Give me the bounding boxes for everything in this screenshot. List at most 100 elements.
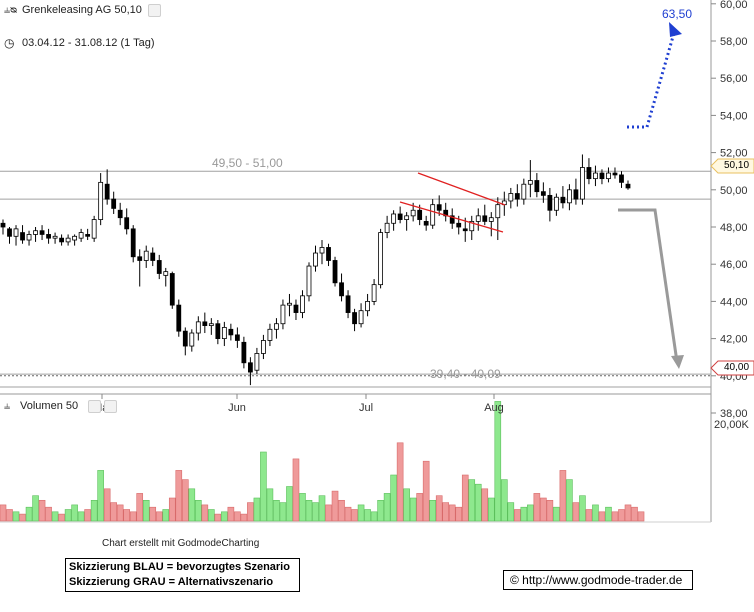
target-label: 63,50 (662, 7, 693, 21)
candle-body (332, 260, 338, 284)
volume-bar (325, 504, 332, 522)
candle (85, 228, 91, 241)
volume-bar (507, 502, 515, 522)
candle-body (482, 215, 488, 222)
volume-bar (51, 511, 59, 522)
volume-bar (631, 506, 638, 522)
volume-bar (527, 504, 534, 522)
volume-bar (396, 442, 404, 522)
candle-body (462, 228, 468, 232)
candle-body (234, 334, 240, 341)
y-tick-label: 58,00 (720, 36, 748, 48)
candle (7, 227, 12, 244)
x-tick-label: Jun (228, 402, 246, 414)
candle (332, 256, 338, 287)
volume-bar (97, 470, 104, 522)
candle (280, 299, 286, 330)
volume-bar (435, 495, 443, 522)
candle-body (306, 265, 312, 297)
candle (319, 240, 325, 265)
candle (261, 334, 266, 360)
candle-body (300, 295, 305, 313)
y-tick-label: 54,00 (720, 110, 748, 122)
volume-bar (364, 509, 371, 522)
candle-body (417, 209, 423, 220)
volume-bar (175, 470, 183, 522)
candle (98, 173, 104, 226)
chart-icon: ⫨ᴓ (4, 4, 17, 16)
candle-body (208, 323, 214, 326)
candle (358, 303, 364, 328)
volume-bar (403, 488, 410, 522)
candle (202, 312, 208, 334)
candle (540, 182, 546, 203)
last-price-tag (710, 158, 754, 174)
volume-bar (553, 506, 560, 522)
candle (13, 225, 19, 246)
candle-body (326, 247, 331, 261)
volume-bar (214, 513, 222, 522)
candle-body (137, 256, 143, 261)
candle (176, 299, 182, 337)
volume-bar (266, 488, 274, 522)
volume-bar (240, 513, 248, 522)
candle (130, 225, 136, 263)
grey-scenario-arrow (618, 208, 679, 363)
blue-arrow-head (669, 22, 682, 37)
candle-body (20, 232, 25, 241)
candle (91, 215, 97, 242)
candle (625, 180, 631, 190)
y-tick-label: 44,00 (720, 296, 748, 308)
candle-body (540, 191, 546, 196)
candle (59, 234, 64, 246)
y-tick-label: 38,00 (720, 408, 748, 420)
source-url[interactable]: © http://www.godmode-trader.de (503, 570, 693, 590)
volume-bar (253, 497, 261, 522)
volume-bar (6, 509, 13, 522)
candle (404, 212, 410, 231)
volume-icon: ⫨ (4, 400, 11, 412)
candle-body (619, 174, 624, 183)
candle (143, 245, 149, 268)
candle (46, 228, 51, 244)
volume-bar (481, 488, 489, 522)
candle (423, 215, 429, 231)
volume-bar (383, 493, 391, 522)
candle (267, 323, 273, 347)
candle (52, 232, 58, 244)
volume-bar (77, 511, 85, 522)
candle (150, 247, 156, 267)
volume-bar (559, 470, 567, 522)
candle (391, 210, 397, 231)
candle-body (508, 193, 514, 202)
volume-bar (585, 509, 593, 522)
volume-bar (520, 506, 528, 522)
volume-bar (546, 499, 554, 522)
candle-body (352, 312, 357, 325)
volume-bar (168, 497, 176, 522)
volume-close-icon[interactable] (104, 400, 117, 413)
credit-text: Chart erstellt mit GodmodeCharting (102, 538, 260, 549)
volume-bar (514, 509, 521, 522)
volume-bar (188, 488, 196, 522)
candle-body (593, 172, 598, 180)
candle-body (397, 213, 403, 220)
blue-scenario-arrow (627, 32, 676, 129)
volume-bar (25, 506, 33, 522)
volume-bar (247, 502, 254, 522)
candle-body (163, 271, 169, 276)
candle (339, 273, 344, 302)
y-tick-label: 52,00 (720, 148, 748, 160)
volume-bar (501, 479, 508, 522)
volume-settings-icon[interactable] (88, 400, 101, 413)
candle (567, 184, 572, 211)
candle-body (365, 300, 370, 312)
volume-bar (84, 509, 91, 522)
settings-icon[interactable] (148, 4, 161, 17)
candle-body (521, 183, 527, 200)
candle (326, 243, 331, 267)
candle (560, 186, 566, 209)
volume-bar (221, 511, 228, 522)
candle (274, 318, 279, 339)
